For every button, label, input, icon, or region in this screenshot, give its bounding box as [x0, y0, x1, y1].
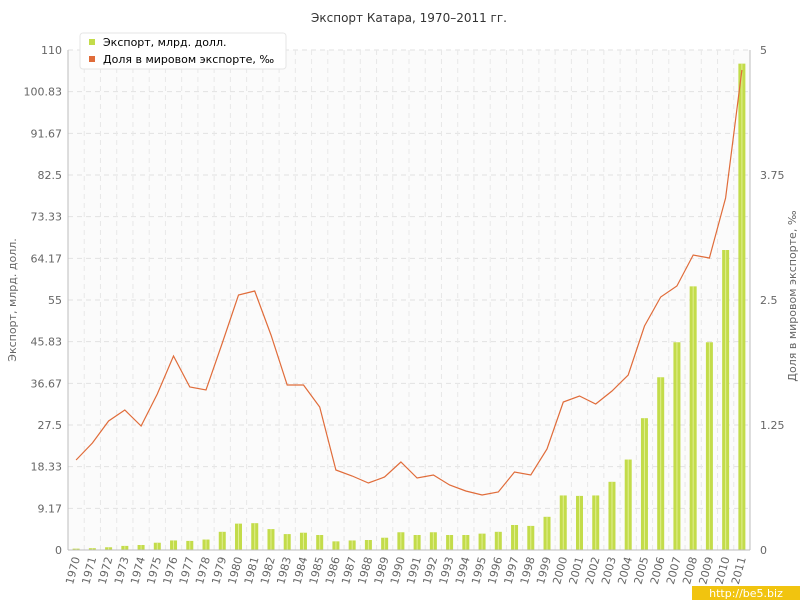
bar-highlight	[449, 535, 451, 550]
bar-highlight	[660, 377, 662, 550]
axes	[67, 50, 751, 551]
y-tick-labels: 0 9.17 18.33 27.5 36.67 45.83 55 64.17 73.33 82.5…	[24, 44, 63, 557]
bar-highlight	[367, 540, 369, 550]
y-tick-label: 18.33	[31, 461, 63, 474]
y2-tick-label: 5	[760, 44, 767, 57]
bar-highlight	[741, 63, 743, 551]
bar-highlight	[140, 545, 142, 550]
bar-highlight	[627, 459, 629, 550]
bar-highlight	[302, 532, 304, 550]
legend-swatch-export	[89, 39, 95, 45]
y-tick-label: 9.17	[38, 502, 63, 515]
bar-highlight	[514, 525, 516, 550]
bar-highlight	[611, 481, 613, 550]
bar-highlight	[497, 531, 499, 550]
y-axis-title: Экспорт, млрд. долл.	[6, 238, 19, 361]
bar-highlight	[238, 523, 239, 550]
bar-highlight	[270, 529, 272, 550]
bar-highlight	[75, 548, 77, 550]
y2-axis-title: Доля в мировом экспорте, ‰	[786, 210, 799, 381]
bar-highlight	[416, 535, 418, 550]
y-tick-label: 91.67	[31, 127, 63, 140]
y2-tick-labels: 0 1.25 2.5 3.75 5	[760, 44, 785, 557]
bar-highlight	[643, 418, 645, 550]
y-tick-label: 100.83	[24, 86, 63, 99]
y2-tick-label: 0	[760, 544, 767, 557]
bar-highlight	[286, 534, 288, 550]
legend[interactable]: Экспорт, млрд. долл. Доля в мировом эксп…	[79, 32, 287, 70]
bar-highlight	[156, 542, 158, 550]
x-tick-labels: 1970197119721973197419751976197719781979…	[63, 555, 749, 585]
bar-highlight	[205, 539, 207, 550]
bar-highlight	[725, 250, 727, 550]
bar-highlight	[319, 535, 321, 550]
y-tick-label: 27.5	[38, 419, 63, 432]
bar-highlight	[221, 531, 223, 550]
chart-title: Экспорт Катара, 1970–2011 гг.	[311, 11, 507, 25]
legend-box	[79, 32, 287, 70]
bars-series	[72, 63, 746, 551]
bar-highlight	[254, 523, 256, 550]
line-series	[75, 69, 743, 496]
y-tick-label: 73.33	[31, 211, 63, 224]
y-tick-label: 82.5	[38, 169, 63, 182]
bar-highlight	[432, 532, 434, 550]
legend-label-export[interactable]: Экспорт, млрд. долл.	[103, 36, 226, 49]
bar-highlight	[481, 533, 483, 550]
bar-highlight	[530, 525, 532, 550]
y2-tick-label: 2.5	[760, 294, 778, 307]
bar-highlight	[108, 547, 110, 550]
bar-highlight	[91, 548, 93, 550]
legend-label-share[interactable]: Доля в мировом экспорте, ‰	[103, 53, 274, 66]
y-tick-label: 36.67	[31, 377, 63, 390]
bar-highlight	[676, 342, 678, 550]
bar-highlight	[173, 540, 175, 550]
bar-highlight	[708, 342, 710, 550]
y-tick-label: 45.83	[31, 336, 63, 349]
bar-highlight	[579, 495, 580, 550]
bar-highlight	[595, 495, 597, 550]
bar-highlight	[351, 540, 353, 550]
gridlines	[68, 49, 750, 550]
y2-tick-label: 1.25	[760, 419, 785, 432]
bar-highlight	[562, 495, 564, 550]
bar-highlight	[124, 545, 126, 550]
y-tick-label: 110	[41, 44, 62, 57]
watermark[interactable]: http://be5.biz	[692, 586, 800, 600]
y2-tick-label: 3.75	[760, 169, 785, 182]
bar-highlight	[400, 532, 402, 550]
watermark-link[interactable]: http://be5.biz	[709, 587, 783, 600]
y-tick-label: 0	[55, 544, 62, 557]
bar-highlight	[692, 286, 694, 550]
legend-swatch-share	[89, 56, 95, 62]
line-share[interactable]	[75, 69, 743, 496]
y-tick-label: 55	[48, 294, 62, 307]
y-tick-label: 64.17	[31, 252, 63, 265]
bar-highlight	[335, 541, 337, 550]
watermark-background	[692, 586, 800, 600]
bar-highlight	[546, 516, 548, 550]
bar-highlight	[189, 540, 191, 550]
bar-highlight	[465, 535, 467, 550]
bar-highlight	[384, 537, 386, 550]
